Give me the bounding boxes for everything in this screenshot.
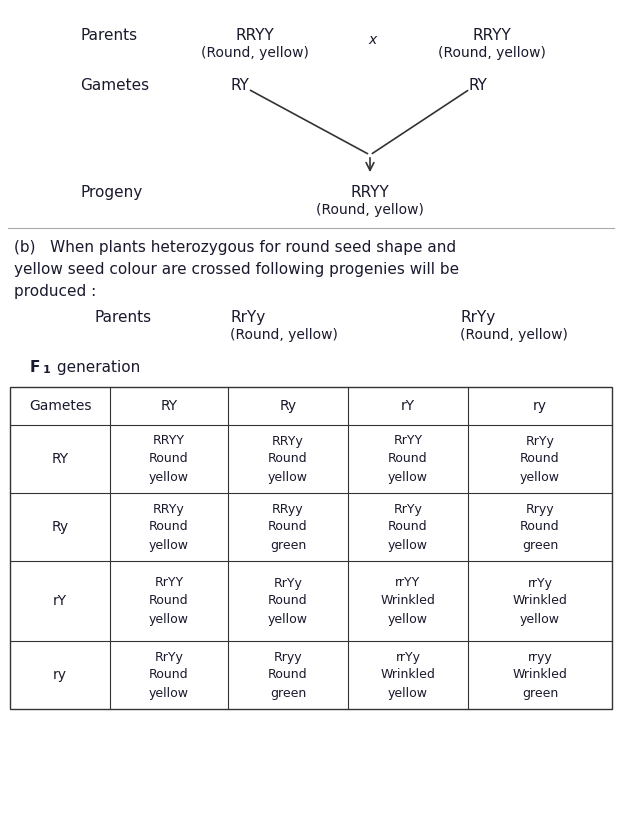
Text: RrYy
Round
yellow: RrYy Round yellow bbox=[149, 651, 189, 700]
Text: rrYY
Wrinkled
yellow: rrYY Wrinkled yellow bbox=[381, 577, 435, 625]
Text: RrYy: RrYy bbox=[460, 310, 495, 325]
Text: (b)   When plants heterozygous for round seed shape and: (b) When plants heterozygous for round s… bbox=[14, 240, 456, 255]
Text: RrYY
Round
yellow: RrYY Round yellow bbox=[388, 434, 428, 483]
Text: Ry: Ry bbox=[279, 399, 297, 413]
Text: RRYY: RRYY bbox=[236, 28, 274, 43]
Text: Progeny: Progeny bbox=[80, 185, 142, 200]
Text: Gametes: Gametes bbox=[80, 78, 149, 93]
Text: RY: RY bbox=[52, 452, 68, 466]
Text: rY: rY bbox=[401, 399, 415, 413]
Text: RY: RY bbox=[230, 78, 249, 93]
Text: Ry: Ry bbox=[52, 520, 68, 534]
Text: (Round, yellow): (Round, yellow) bbox=[230, 328, 338, 342]
Text: (Round, yellow): (Round, yellow) bbox=[201, 46, 309, 60]
Text: RRYY: RRYY bbox=[351, 185, 389, 200]
Text: ry: ry bbox=[53, 668, 67, 682]
Bar bbox=[10, 387, 612, 709]
Text: rryy
Wrinkled
green: rryy Wrinkled green bbox=[513, 651, 567, 700]
Text: RrYy
Round
yellow: RrYy Round yellow bbox=[388, 502, 428, 552]
Text: RrYy
Round
yellow: RrYy Round yellow bbox=[520, 434, 560, 483]
Text: ry: ry bbox=[533, 399, 547, 413]
Text: Rryy
Round
green: Rryy Round green bbox=[520, 502, 560, 552]
Text: F: F bbox=[30, 360, 40, 375]
Text: Parents: Parents bbox=[80, 28, 137, 43]
Text: (Round, yellow): (Round, yellow) bbox=[460, 328, 568, 342]
Text: x: x bbox=[368, 33, 376, 47]
Text: Rryy
Round
green: Rryy Round green bbox=[268, 651, 308, 700]
Text: RRYy
Round
yellow: RRYy Round yellow bbox=[149, 502, 189, 552]
Text: RY: RY bbox=[160, 399, 177, 413]
Text: RrYY
Round
yellow: RrYY Round yellow bbox=[149, 577, 189, 625]
Text: RRyy
Round
green: RRyy Round green bbox=[268, 502, 308, 552]
Text: RY: RY bbox=[468, 78, 487, 93]
Text: 1: 1 bbox=[43, 365, 51, 375]
Text: rrYy
Wrinkled
yellow: rrYy Wrinkled yellow bbox=[381, 651, 435, 700]
Text: Parents: Parents bbox=[95, 310, 152, 325]
Text: produced :: produced : bbox=[14, 284, 96, 299]
Text: (Round, yellow): (Round, yellow) bbox=[438, 46, 546, 60]
Text: rY: rY bbox=[53, 594, 67, 608]
Text: RRYY
Round
yellow: RRYY Round yellow bbox=[149, 434, 189, 483]
Text: generation: generation bbox=[52, 360, 140, 375]
Text: yellow seed colour are crossed following progenies will be: yellow seed colour are crossed following… bbox=[14, 262, 459, 277]
Text: RrYy: RrYy bbox=[230, 310, 265, 325]
Text: RrYy
Round
yellow: RrYy Round yellow bbox=[268, 577, 308, 625]
Text: RRYy
Round
yellow: RRYy Round yellow bbox=[268, 434, 308, 483]
Text: rrYy
Wrinkled
yellow: rrYy Wrinkled yellow bbox=[513, 577, 567, 625]
Text: RRYY: RRYY bbox=[473, 28, 511, 43]
Text: (Round, yellow): (Round, yellow) bbox=[316, 203, 424, 217]
Text: Gametes: Gametes bbox=[29, 399, 91, 413]
